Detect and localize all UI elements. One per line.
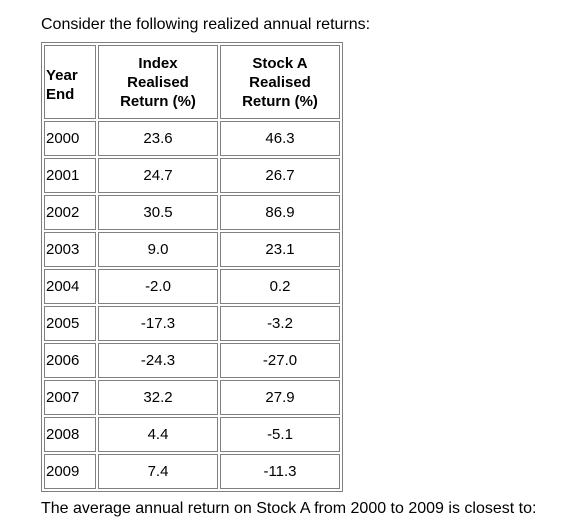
stock-return-cell: -5.1	[220, 417, 340, 452]
header-stock-a-return: Stock A Realised Return (%)	[220, 45, 340, 119]
table-row: 2008 4.4 -5.1	[44, 417, 340, 452]
year-cell: 2008	[44, 417, 96, 452]
year-cell: 2009	[44, 454, 96, 489]
year-cell: 2003	[44, 232, 96, 267]
header-year-line-1: Year	[46, 67, 78, 84]
header-index-line-3: Return (%)	[120, 92, 196, 110]
header-index-line-2: Realised	[127, 73, 189, 91]
table-row: 2007 32.2 27.9	[44, 380, 340, 415]
year-cell: 2006	[44, 343, 96, 378]
stock-return-cell: 23.1	[220, 232, 340, 267]
header-stock-line-3: Return (%)	[242, 92, 318, 110]
header-stock-line-2: Realised	[249, 73, 311, 91]
table-row: 2002 30.5 86.9	[44, 195, 340, 230]
stock-return-cell: 86.9	[220, 195, 340, 230]
returns-table: Year End Index Realised Return (%) Stock…	[41, 42, 343, 492]
header-index-return: Index Realised Return (%)	[98, 45, 218, 119]
index-return-cell: 32.2	[98, 380, 218, 415]
index-return-cell: 9.0	[98, 232, 218, 267]
index-return-cell: -2.0	[98, 269, 218, 304]
stock-return-cell: -11.3	[220, 454, 340, 489]
table-row: 2006 -24.3 -27.0	[44, 343, 340, 378]
stock-return-cell: -27.0	[220, 343, 340, 378]
header-year-end: Year End	[44, 45, 96, 119]
index-return-cell: 24.7	[98, 158, 218, 193]
year-cell: 2002	[44, 195, 96, 230]
table-row: 2004 -2.0 0.2	[44, 269, 340, 304]
table-row: 2005 -17.3 -3.2	[44, 306, 340, 341]
index-return-cell: -24.3	[98, 343, 218, 378]
index-return-cell: 23.6	[98, 121, 218, 156]
index-return-cell: 30.5	[98, 195, 218, 230]
stock-return-cell: 26.7	[220, 158, 340, 193]
stock-return-cell: 0.2	[220, 269, 340, 304]
table-row: 2003 9.0 23.1	[44, 232, 340, 267]
year-cell: 2007	[44, 380, 96, 415]
header-index-line-1: Index	[138, 54, 178, 72]
table-row: 2001 24.7 26.7	[44, 158, 340, 193]
index-return-cell: -17.3	[98, 306, 218, 341]
table-row: 2009 7.4 -11.3	[44, 454, 340, 489]
table-header-row: Year End Index Realised Return (%) Stock…	[44, 45, 340, 119]
index-return-cell: 7.4	[98, 454, 218, 489]
year-cell: 2005	[44, 306, 96, 341]
stock-return-cell: 27.9	[220, 380, 340, 415]
year-cell: 2004	[44, 269, 96, 304]
header-year-line-2: End	[46, 86, 75, 103]
stock-return-cell: 46.3	[220, 121, 340, 156]
header-stock-line-1: Stock A	[252, 54, 308, 72]
index-return-cell: 4.4	[98, 417, 218, 452]
stock-return-cell: -3.2	[220, 306, 340, 341]
year-cell: 2001	[44, 158, 96, 193]
table-row: 2000 23.6 46.3	[44, 121, 340, 156]
question-text: The average annual return on Stock A fro…	[41, 500, 537, 517]
intro-text: Consider the following realized annual r…	[41, 16, 371, 33]
year-cell: 2000	[44, 121, 96, 156]
